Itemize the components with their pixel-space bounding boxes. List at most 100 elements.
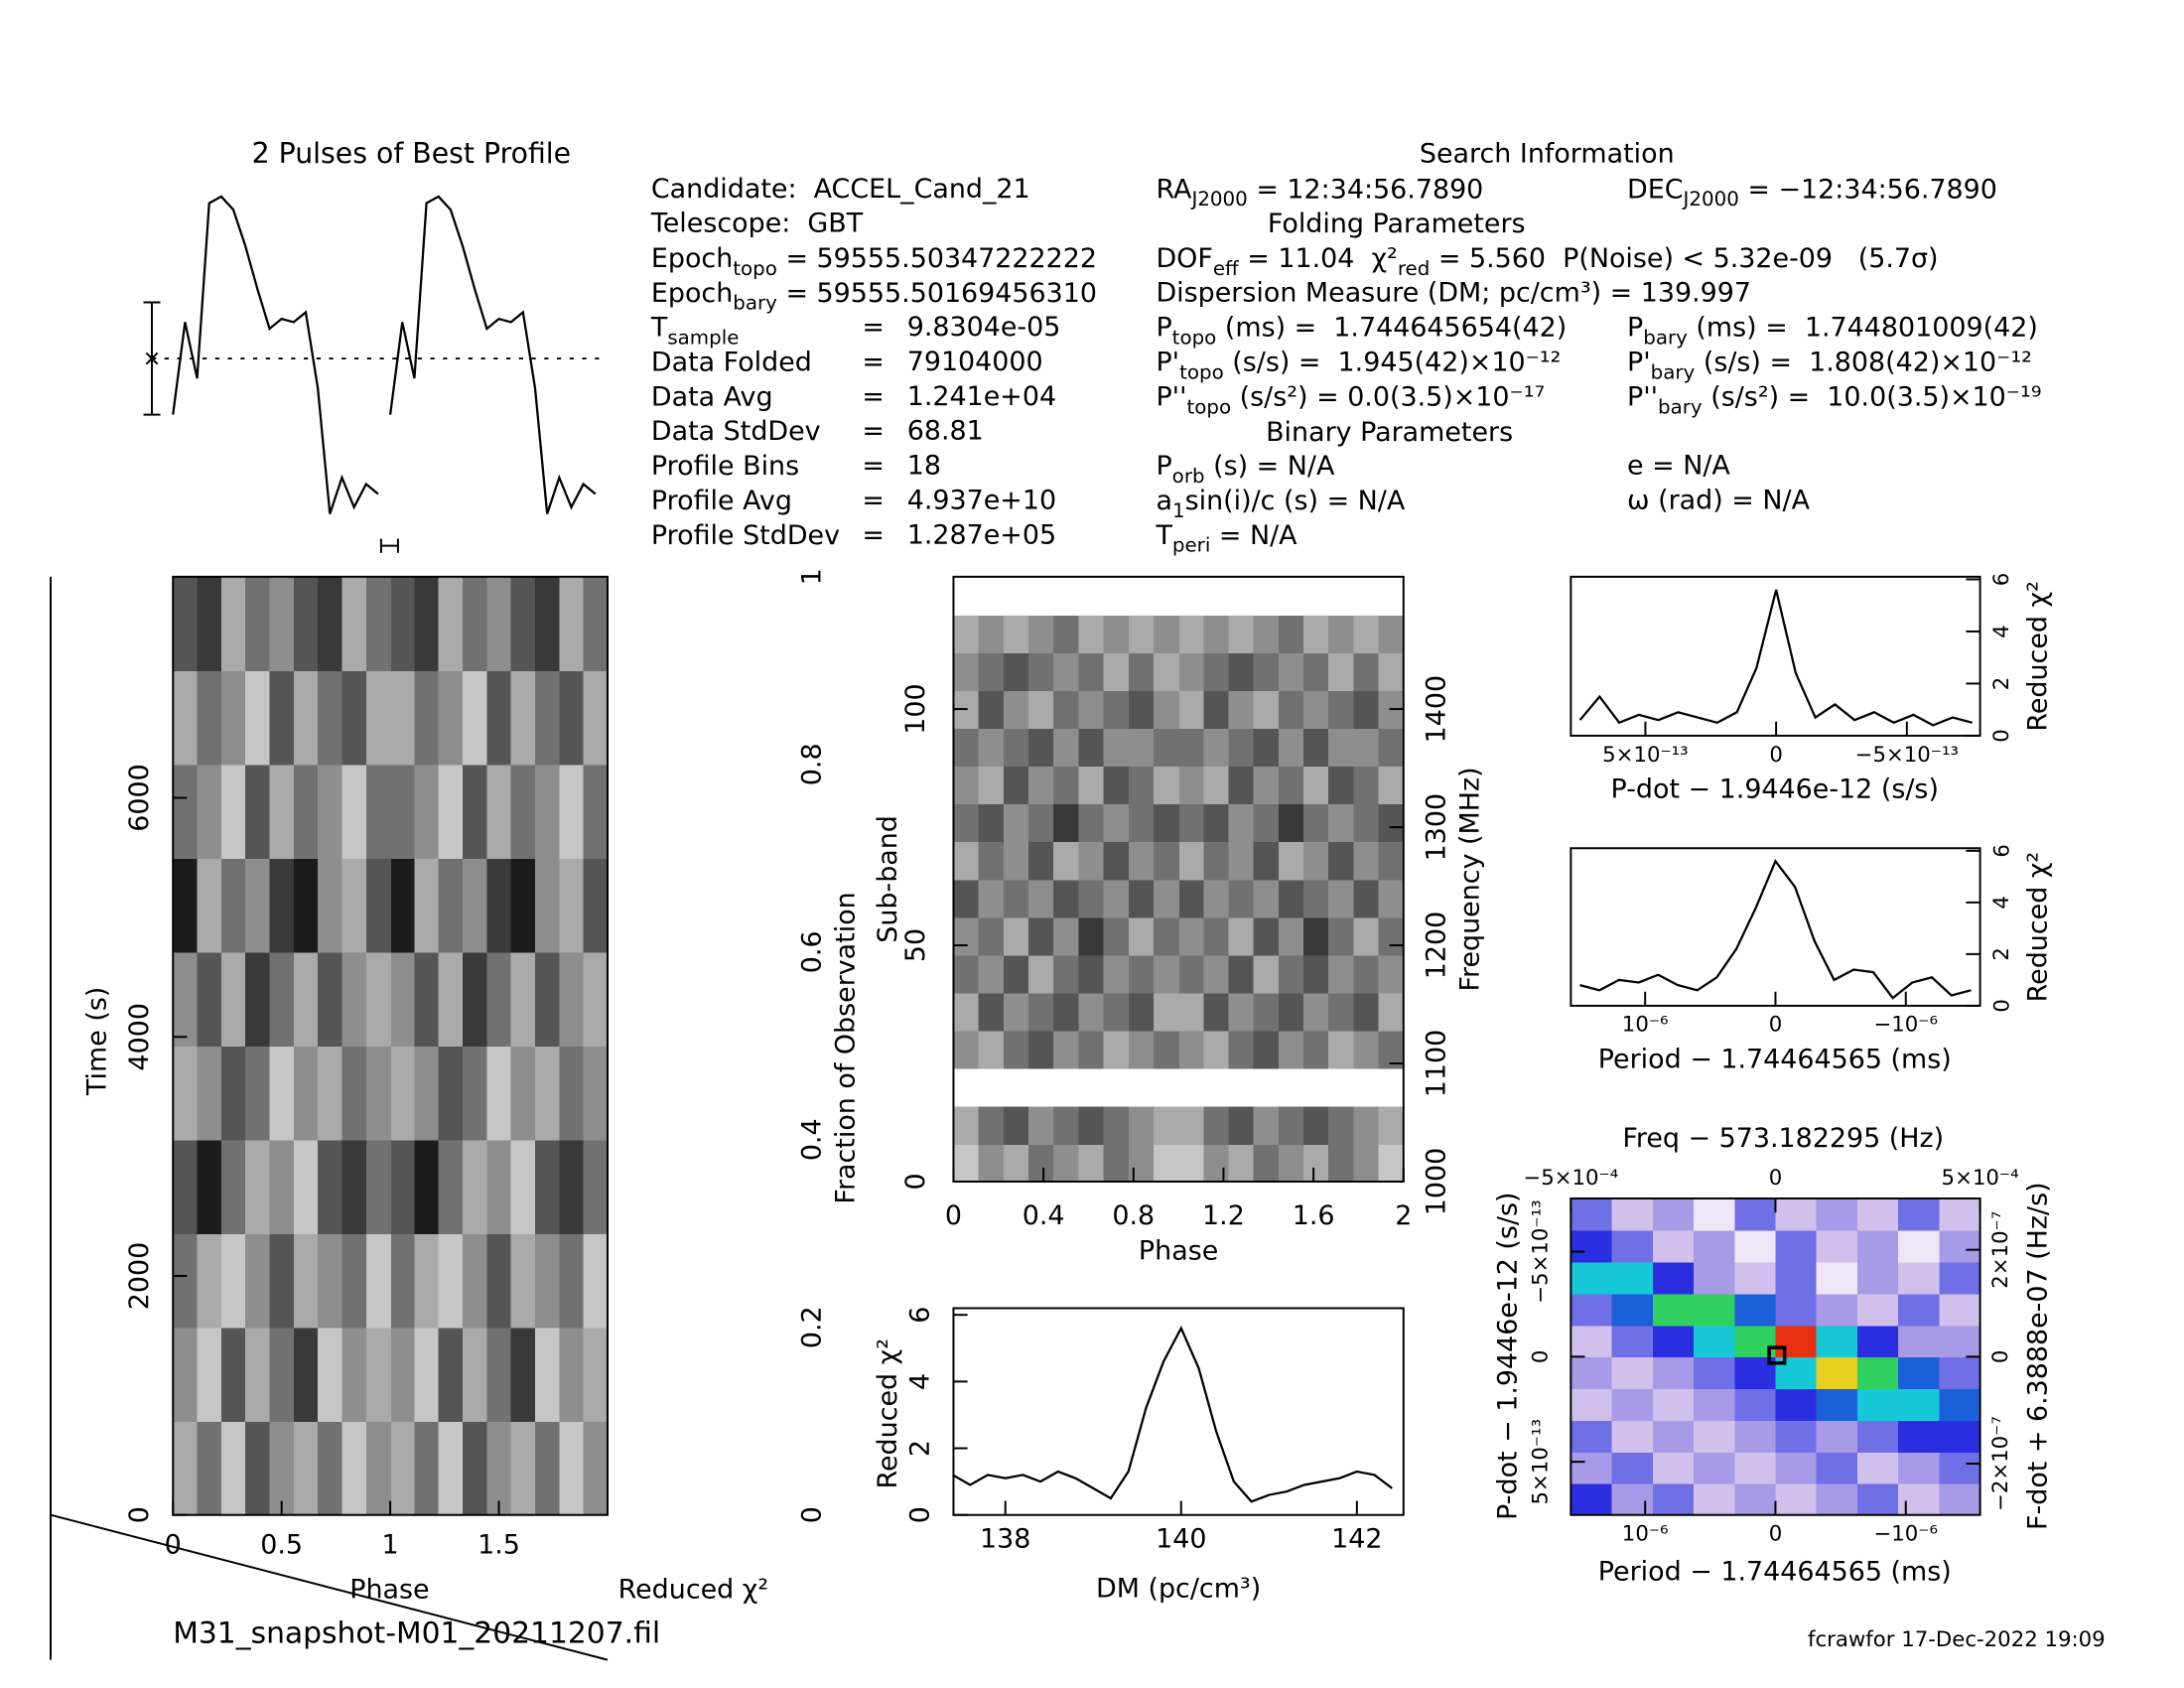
info-text: a1sin(i)/c (s) = N/A — [1156, 485, 1405, 521]
heatmap-cell — [1856, 1229, 1899, 1263]
heatmap-cell — [438, 1046, 464, 1141]
heatmap-cell — [1028, 879, 1055, 918]
heatmap-cell — [438, 951, 464, 1048]
heatmap-cell — [1303, 1030, 1330, 1069]
info-text: Porb (s) = N/A — [1156, 451, 1335, 488]
heatmap-cell — [1103, 841, 1130, 881]
heatmap-cell — [1939, 1388, 1981, 1421]
heatmap-cell — [318, 1233, 343, 1329]
heatmap-cell — [486, 951, 512, 1048]
heatmap-cell — [1028, 916, 1055, 956]
heatmap-cell — [438, 1421, 464, 1516]
heatmap-cell — [1278, 1067, 1304, 1107]
heatmap-cell — [1775, 1482, 1818, 1516]
profile-line — [388, 195, 597, 514]
tick-label: 1400 — [1421, 675, 1451, 743]
heatmap-cell — [1128, 1030, 1155, 1069]
heatmap-cell — [1078, 954, 1105, 994]
heatmap-cell — [1128, 992, 1155, 1032]
heatmap-cell — [510, 951, 536, 1048]
heatmap-cell — [1153, 614, 1179, 653]
heatmap-cell — [1103, 728, 1130, 768]
heatmap-cell — [220, 1233, 247, 1329]
heatmap-cell — [1611, 1325, 1654, 1358]
heatmap-cell — [535, 670, 561, 766]
heatmap-cell — [1328, 916, 1355, 956]
heatmap-cell — [535, 1327, 561, 1423]
heatmap-cell — [318, 858, 343, 953]
heatmap-cell — [1253, 576, 1280, 616]
info-text-part: (s/s) = 1.945(42)×10⁻¹² — [1224, 347, 1562, 377]
tick-label: 1 — [382, 1529, 399, 1560]
heatmap-cell — [535, 1233, 561, 1329]
heatmap-cell — [1103, 766, 1130, 805]
heatmap-cell — [414, 1327, 440, 1423]
heatmap-cell — [1898, 1451, 1941, 1484]
heatmap-cell — [197, 1046, 222, 1141]
info-text-part: = −12:34:56.7890 — [1739, 174, 1997, 205]
heatmap-cell — [1028, 576, 1055, 616]
heatmap-cell — [1253, 1105, 1280, 1145]
heatmap-cell — [1003, 879, 1029, 918]
heatmap-cell — [245, 764, 271, 860]
heatmap-cell — [978, 728, 1005, 768]
axis-label: Phase — [349, 1575, 429, 1606]
heatmap-cell — [953, 954, 980, 994]
heatmap-cell — [245, 858, 271, 953]
heatmap-cell — [1203, 1067, 1230, 1107]
heatmap-cell — [1353, 728, 1380, 768]
heatmap-cell — [510, 1421, 536, 1516]
heatmap-cell — [1652, 1325, 1695, 1358]
info-text: Tperi = N/A — [1155, 519, 1297, 556]
info-text-part: Epoch — [651, 242, 733, 273]
heatmap-cell — [1053, 614, 1080, 653]
heatmap-cell — [173, 1139, 199, 1235]
heatmap-cell — [1078, 992, 1105, 1032]
heatmap-cell — [1078, 651, 1105, 691]
axis-label: Fraction of Observation — [830, 892, 861, 1203]
heatmap-cell — [1856, 1293, 1899, 1327]
heatmap-cell — [1278, 803, 1304, 843]
heatmap-cell — [1856, 1482, 1899, 1516]
tick-label: −5×10⁻¹³ — [1529, 1199, 1554, 1303]
heatmap-cell — [559, 858, 585, 953]
heatmap-cell — [1128, 576, 1155, 616]
tick-label: 2 — [1989, 947, 2014, 961]
heatmap-cell — [463, 764, 488, 860]
heatmap-cell — [1028, 954, 1055, 994]
heatmap-cell — [390, 951, 416, 1048]
heatmap-cell — [1228, 954, 1255, 994]
tick-label: 100 — [900, 683, 931, 734]
heatmap-cell — [390, 764, 416, 860]
heatmap-cell — [220, 670, 247, 766]
heatmap-cell — [1570, 1261, 1613, 1295]
heatmap-cell — [1053, 992, 1080, 1032]
heatmap-cell — [341, 576, 367, 672]
heatmap-cell — [1939, 1482, 1981, 1516]
heatmap-cell — [1378, 651, 1405, 691]
heatmap-cell — [1078, 1105, 1105, 1145]
heatmap-cell — [510, 1139, 536, 1235]
heatmap-cell — [1153, 992, 1179, 1032]
heatmap-cell — [1153, 954, 1179, 994]
heatmap-cell — [1203, 1143, 1230, 1183]
heatmap-cell — [583, 858, 609, 953]
heatmap-cell — [535, 764, 561, 860]
heatmap-cell — [1775, 1293, 1818, 1327]
axis-label: Frequency (MHz) — [1454, 767, 1485, 991]
heatmap-cell — [318, 764, 343, 860]
heatmap-cell — [173, 1327, 199, 1423]
heatmap-cell — [1856, 1261, 1899, 1295]
folding-title: Folding Parameters — [1268, 209, 1526, 239]
heatmap-cell — [583, 951, 609, 1048]
heatmap-cell — [197, 951, 222, 1048]
heatmap-cell — [414, 1046, 440, 1141]
tick-label: 0 — [900, 1173, 931, 1190]
heatmap-cell — [1128, 728, 1155, 768]
info-subscript: eff — [1213, 256, 1240, 279]
heatmap-cell — [1328, 841, 1355, 881]
heatmap-cell — [1694, 1356, 1736, 1390]
heatmap-cell — [463, 1139, 488, 1235]
heatmap-cell — [1203, 916, 1230, 956]
